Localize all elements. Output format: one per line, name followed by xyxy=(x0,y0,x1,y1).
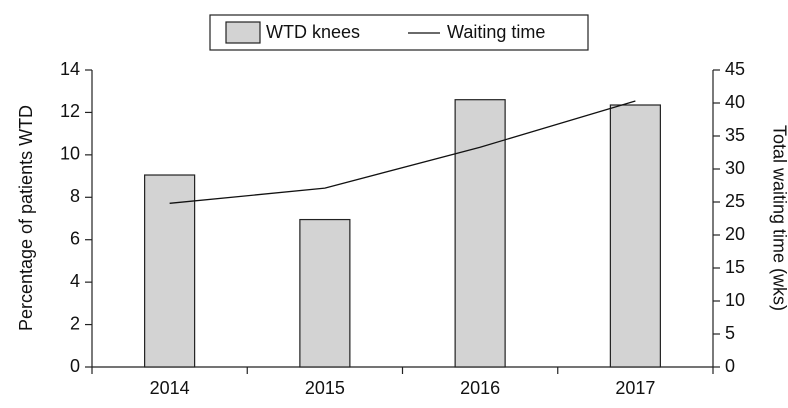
y-axis-title: Percentage of patients WTD xyxy=(16,105,36,331)
x-tick-label: 2017 xyxy=(615,378,655,398)
y-tick-label: 6 xyxy=(70,228,80,248)
x-tick-label: 2014 xyxy=(150,378,190,398)
y2-tick-label: 5 xyxy=(725,323,735,343)
y-tick-label: 12 xyxy=(60,101,80,121)
y2-tick-label: 20 xyxy=(725,224,745,244)
y-tick-label: 8 xyxy=(70,186,80,206)
y-tick-label: 0 xyxy=(70,356,80,376)
y2-tick-label: 10 xyxy=(725,290,745,310)
y-tick-label: 10 xyxy=(60,144,80,164)
y2-tick-label: 40 xyxy=(725,92,745,112)
y2-tick-label: 30 xyxy=(725,158,745,178)
x-tick-label: 2016 xyxy=(460,378,500,398)
bar xyxy=(609,104,661,368)
legend-label: WTD knees xyxy=(266,22,360,42)
legend-box xyxy=(209,14,589,51)
y2-tick-label: 35 xyxy=(725,125,745,145)
legend-swatch xyxy=(225,21,261,44)
y2-tick-label: 45 xyxy=(725,59,745,79)
y2-axis-title: Total waiting time (wks) xyxy=(769,125,788,311)
legend-label: Waiting time xyxy=(447,22,545,42)
bar xyxy=(454,99,506,368)
y2-tick-label: 25 xyxy=(725,191,745,211)
x-tick-label: 2015 xyxy=(305,378,345,398)
bar xyxy=(299,218,351,368)
y-tick-label: 14 xyxy=(60,59,80,79)
bar xyxy=(144,174,196,368)
y2-tick-label: 0 xyxy=(725,356,735,376)
y-tick-label: 4 xyxy=(70,271,80,291)
y2-tick-label: 15 xyxy=(725,257,745,277)
line xyxy=(169,100,636,204)
y-tick-label: 2 xyxy=(70,313,80,333)
